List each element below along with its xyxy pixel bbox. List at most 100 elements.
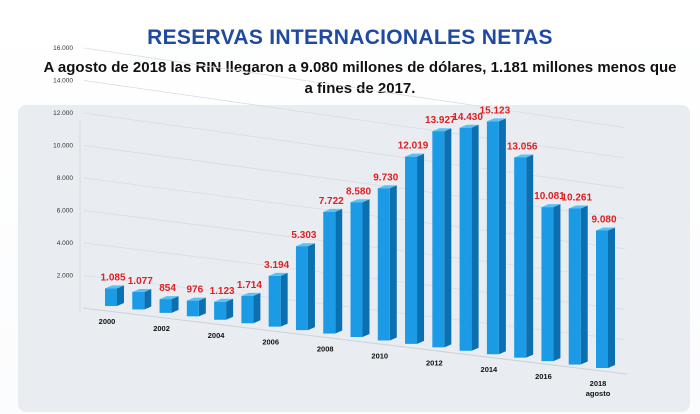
data-label: 10.081 bbox=[534, 191, 565, 202]
bar-side bbox=[526, 154, 534, 358]
bar-side bbox=[280, 272, 288, 327]
data-label: 10.261 bbox=[561, 192, 592, 203]
x-tick-label: 2012 bbox=[426, 358, 443, 367]
x-tick-sublabel: agosto bbox=[586, 389, 611, 398]
x-tick-label: 2006 bbox=[262, 338, 279, 347]
data-label: 1.714 bbox=[237, 280, 262, 291]
bar bbox=[241, 295, 254, 324]
bar bbox=[541, 207, 554, 362]
bar-side bbox=[171, 296, 179, 313]
bar-side bbox=[307, 243, 315, 331]
bar-top bbox=[186, 297, 206, 301]
y-tick-label: 8.000 bbox=[57, 175, 74, 182]
bar bbox=[214, 301, 227, 320]
bar-side bbox=[444, 128, 452, 348]
bar bbox=[486, 121, 499, 355]
bar-side bbox=[226, 298, 234, 320]
bar-side bbox=[417, 153, 425, 344]
y-tick-label: 12.000 bbox=[53, 110, 73, 117]
y-tick-label: 16.000 bbox=[53, 45, 73, 52]
bar-top bbox=[241, 292, 261, 296]
bar bbox=[514, 157, 527, 358]
data-label: 7.722 bbox=[319, 196, 344, 207]
bar bbox=[350, 202, 363, 337]
bar-top bbox=[159, 296, 179, 300]
bar bbox=[159, 299, 172, 313]
data-label: 14.430 bbox=[452, 112, 483, 123]
y-tick-label: 14.000 bbox=[53, 78, 73, 85]
data-label: 9.730 bbox=[373, 172, 398, 183]
bar bbox=[459, 127, 472, 351]
bar-side bbox=[117, 285, 124, 306]
bar-side bbox=[198, 297, 206, 317]
bar-side bbox=[471, 124, 479, 351]
data-label: 3.194 bbox=[264, 260, 289, 271]
x-tick-label: 2002 bbox=[153, 324, 170, 333]
bar-top bbox=[514, 154, 534, 158]
bar-top bbox=[132, 289, 152, 293]
bar-top bbox=[295, 243, 315, 247]
y-tick-label: 6.000 bbox=[57, 208, 74, 215]
bar bbox=[596, 230, 608, 368]
bar-top bbox=[568, 205, 588, 209]
x-axis-floor bbox=[82, 307, 628, 375]
bar-side bbox=[580, 205, 588, 365]
data-label: 12.019 bbox=[398, 141, 429, 152]
bar-side bbox=[335, 208, 343, 334]
gridline bbox=[83, 47, 626, 128]
bar-side bbox=[553, 204, 561, 362]
data-label: 5.303 bbox=[291, 230, 316, 241]
x-tick-label: 2004 bbox=[208, 331, 226, 340]
data-label: 13.927 bbox=[425, 115, 456, 126]
data-label: 1.085 bbox=[100, 272, 125, 283]
bar bbox=[132, 292, 145, 310]
bar-side bbox=[253, 292, 261, 324]
gridline bbox=[83, 80, 626, 159]
bar-top bbox=[596, 227, 615, 231]
x-tick-label: 2000 bbox=[99, 317, 116, 326]
bar-top bbox=[486, 118, 506, 122]
bar-side bbox=[144, 289, 152, 310]
bar-side bbox=[608, 227, 615, 368]
y-tick-label: 2.000 bbox=[57, 273, 74, 280]
bar-top bbox=[105, 285, 124, 289]
bar-side bbox=[389, 185, 397, 341]
x-tick-label: 2008 bbox=[317, 345, 334, 354]
x-tick-label: 2018 bbox=[590, 379, 607, 388]
bar bbox=[186, 300, 199, 317]
data-label: 15.123 bbox=[480, 105, 511, 116]
data-label: 1.077 bbox=[128, 276, 153, 287]
bar-top bbox=[432, 128, 452, 132]
data-label: 9.080 bbox=[591, 214, 616, 225]
gridline bbox=[83, 145, 626, 219]
bar-top bbox=[541, 204, 561, 208]
bar bbox=[377, 188, 390, 341]
data-label: 1.123 bbox=[210, 286, 235, 297]
x-tick-label: 2014 bbox=[481, 365, 499, 374]
data-label: 854 bbox=[159, 283, 176, 294]
bar bbox=[295, 246, 308, 331]
bar bbox=[105, 288, 117, 306]
y-tick-label: 4.000 bbox=[57, 240, 74, 247]
bar bbox=[405, 156, 418, 344]
bar bbox=[568, 208, 581, 365]
bar bbox=[432, 131, 445, 348]
data-label: 8.580 bbox=[346, 186, 371, 197]
x-tick-label: 2016 bbox=[535, 372, 552, 381]
gridline bbox=[83, 112, 626, 189]
bar-top bbox=[377, 185, 397, 189]
chart-title: RESERVAS INTERNACIONALES NETAS bbox=[147, 26, 553, 49]
bar-top bbox=[350, 199, 370, 203]
bar-side bbox=[498, 118, 506, 355]
bar bbox=[323, 211, 336, 334]
bar-top bbox=[459, 124, 479, 128]
bar-top bbox=[268, 272, 288, 276]
bar-top bbox=[323, 208, 343, 212]
bar-top bbox=[214, 298, 234, 302]
bar bbox=[268, 275, 281, 327]
bar-side bbox=[362, 199, 370, 337]
bar-top bbox=[405, 153, 425, 157]
x-tick-label: 2010 bbox=[371, 351, 388, 360]
data-label: 976 bbox=[186, 285, 203, 296]
